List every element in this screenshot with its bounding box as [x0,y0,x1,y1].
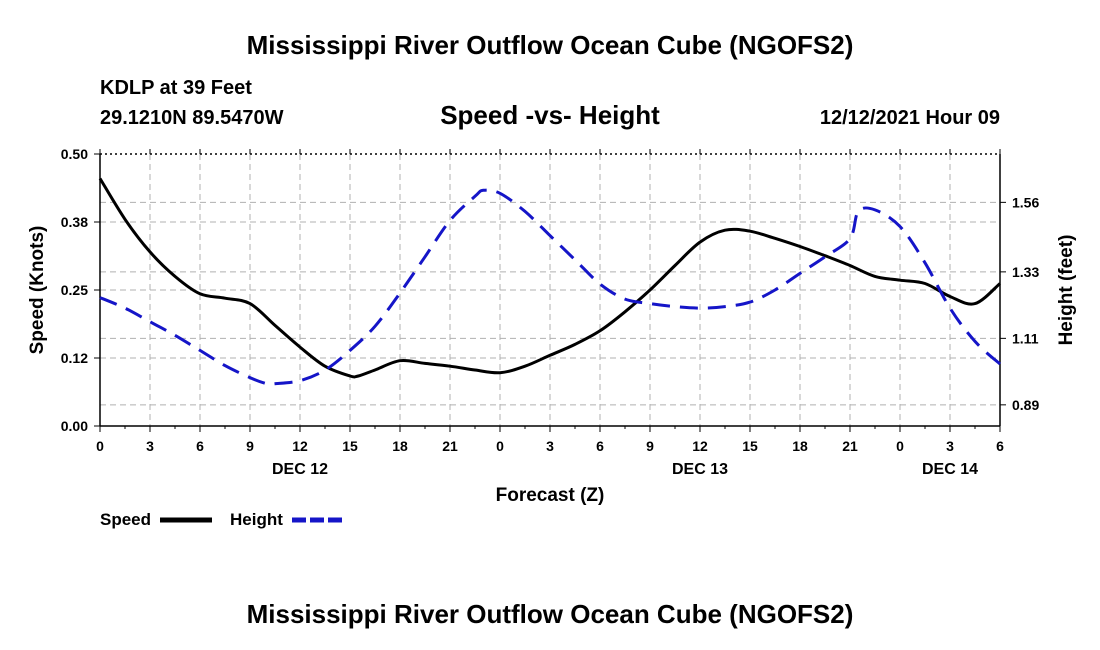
x-tick-label: 9 [646,438,654,454]
forecast-datetime: 12/12/2021 Hour 09 [819,107,1000,129]
y-tick-label: 0.38 [61,214,88,230]
x-tick-label: 6 [596,438,604,454]
x-tick-label: 0 [96,438,104,454]
x-tick-label: 15 [342,438,358,454]
x-tick-label: 21 [842,438,858,454]
x-tick-label: 12 [692,438,708,454]
page-title: Mississippi River Outflow Ocean Cube (NG… [246,30,854,60]
x-tick-label: 3 [946,438,954,454]
x-tick-label: 21 [442,438,458,454]
legend-label-height: Height [230,510,283,529]
x-tick-label: 18 [392,438,408,454]
x-tick-label: 0 [496,438,504,454]
legend: Speed Height [100,510,344,529]
grid [100,154,1000,426]
y2-tick-label: 1.11 [1012,330,1039,346]
series-layer [98,177,1001,386]
date-label: DEC 13 [672,461,728,478]
y2-tick-label: 0.89 [1012,397,1039,413]
y-axis-title: Speed (Knots) [27,226,48,355]
y-tick-label: 0.12 [61,350,88,366]
station-coordinates: 29.1210N 89.5470W [100,107,284,129]
y2-tick-label: 1.56 [1012,194,1039,210]
date-label: DEC 12 [272,461,328,478]
x-tick-label: 18 [792,438,808,454]
y2-axis-title: Height (feet) [1056,235,1077,346]
y-tick-label: 0.00 [61,418,88,434]
x-tick-label: 6 [196,438,204,454]
chart-title: Speed -vs- Height [440,100,660,130]
x-tick-label: 3 [546,438,554,454]
y-tick-label: 0.25 [61,282,88,298]
x-tick-label: 15 [742,438,758,454]
series-line-speed [98,177,1001,379]
x-axis-title: Forecast (Z) [496,485,605,506]
station-label: KDLP at 39 Feet [100,77,252,99]
date-label: DEC 14 [922,461,978,478]
x-tick-label: 6 [996,438,1004,454]
page-title-repeat: Mississippi River Outflow Ocean Cube (NG… [246,599,854,629]
x-tick-label: 3 [146,438,154,454]
series-line-height [99,188,1001,386]
axes [94,149,1006,432]
y2-tick-label: 1.33 [1012,264,1039,280]
axis-labels: 0 3 6 9 12 15 18 21 0 3 6 9 12 15 18 21 0 3 6 0.00 0.12 0.25 0… [27,146,1077,506]
legend-label-speed: Speed [100,510,151,529]
x-tick-label: 12 [292,438,308,454]
x-tick-label: 0 [896,438,904,454]
x-tick-label: 9 [246,438,254,454]
y-tick-label: 0.50 [61,146,88,162]
